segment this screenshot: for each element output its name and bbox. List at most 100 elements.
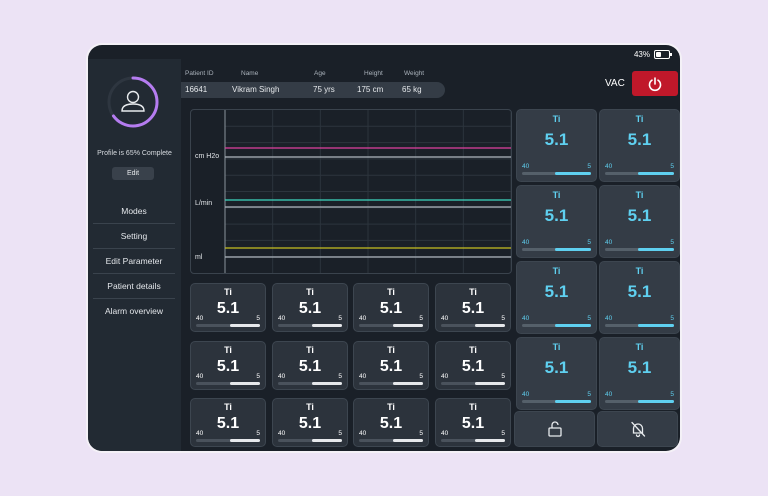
tile-max: 5	[670, 391, 674, 398]
chart-y-label: L/min	[195, 200, 212, 207]
tile-max: 5	[419, 373, 423, 380]
tile-level-fill	[474, 439, 505, 442]
tile-level-fill	[638, 324, 674, 327]
tile-max: 5	[670, 163, 674, 170]
parameter-tile-large[interactable]: Ti 5.1 40 5	[516, 337, 597, 410]
tile-level-fill	[311, 439, 342, 442]
tile-level-fill	[392, 382, 423, 385]
alarm-mute-button[interactable]	[597, 411, 678, 447]
battery-icon	[654, 49, 672, 59]
header-height: Height	[364, 70, 383, 77]
tile-value: 5.1	[627, 358, 652, 377]
tile-level-fill	[392, 324, 423, 327]
tile-min: 40	[522, 391, 530, 398]
header-name: Name	[241, 70, 259, 77]
parameter-tile-large[interactable]: Ti 5.1 40 5	[599, 109, 680, 182]
tile-min: 40	[196, 373, 204, 380]
power-icon	[648, 76, 662, 91]
tile-level-bar	[196, 439, 260, 442]
tile-max: 5	[501, 373, 505, 380]
tile-level-bar	[605, 248, 674, 251]
profile-completion-text: Profile is 65% Complete	[97, 150, 172, 157]
parameter-tile[interactable]: Ti 5.1 40 5	[353, 341, 429, 390]
patient-height-value: 175 cm	[357, 85, 384, 94]
tile-value: 5.1	[216, 358, 240, 375]
tile-value: 5.1	[544, 282, 569, 301]
tile-value: 5.1	[627, 206, 652, 225]
tile-max: 5	[338, 315, 342, 322]
profile-progress-ring	[107, 76, 159, 128]
power-button[interactable]	[632, 71, 678, 96]
vac-label: VAC	[605, 78, 625, 89]
tile-label: Ti	[387, 287, 395, 297]
parameter-tile[interactable]: Ti 5.1 40 5	[190, 398, 266, 447]
parameter-tile-large[interactable]: Ti 5.1 40 5	[516, 185, 597, 258]
tile-level-bar	[441, 439, 505, 442]
tile-value: 5.1	[379, 415, 403, 432]
sidebar-item-patient-details[interactable]: Patient details	[93, 274, 175, 299]
tile-level-fill	[474, 382, 505, 385]
parameter-tile[interactable]: Ti 5.1 40 5	[435, 283, 511, 332]
tile-value: 5.1	[627, 282, 652, 301]
sidebar-item-edit-parameter[interactable]: Edit Parameter	[93, 249, 175, 274]
sidebar: Profile is 65% Complete Edit Modes Setti…	[88, 59, 181, 451]
tile-min: 40	[359, 373, 367, 380]
tile-value: 5.1	[379, 300, 403, 317]
tile-level-bar	[441, 324, 505, 327]
tile-min: 40	[359, 430, 367, 437]
parameter-tile-large[interactable]: Ti 5.1 40 5	[516, 261, 597, 334]
tile-label: Ti	[306, 287, 314, 297]
tile-level-fill	[638, 172, 674, 175]
sidebar-item-setting[interactable]: Setting	[93, 224, 175, 249]
parameter-tile[interactable]: Ti 5.1 40 5	[353, 398, 429, 447]
tablet-frame: 43% Profile is 65% Complete Edit Modes S…	[86, 43, 682, 453]
parameter-tile[interactable]: Ti 5.1 40 5	[190, 283, 266, 332]
tile-level-bar	[196, 324, 260, 327]
tile-label: Ti	[224, 287, 232, 297]
tile-max: 5	[419, 430, 423, 437]
parameter-tile[interactable]: Ti 5.1 40 5	[272, 283, 348, 332]
tile-level-bar	[196, 382, 260, 385]
tile-min: 40	[196, 430, 204, 437]
edit-profile-button[interactable]: Edit	[112, 167, 154, 180]
tile-level-bar	[359, 382, 423, 385]
parameter-tile[interactable]: Ti 5.1 40 5	[353, 283, 429, 332]
sidebar-item-modes[interactable]: Modes	[93, 199, 175, 224]
tile-min: 40	[441, 373, 449, 380]
tile-max: 5	[338, 430, 342, 437]
parameter-tile[interactable]: Ti 5.1 40 5	[190, 341, 266, 390]
parameter-tile-large[interactable]: Ti 5.1 40 5	[599, 185, 680, 258]
lock-button[interactable]	[514, 411, 595, 447]
tile-max: 5	[419, 315, 423, 322]
parameter-tile-large[interactable]: Ti 5.1 40 5	[516, 109, 597, 182]
chart-y-label: ml	[195, 254, 203, 261]
tile-value: 5.1	[298, 300, 322, 317]
tile-level-bar	[605, 400, 674, 403]
tile-label: Ti	[469, 345, 477, 355]
tile-min: 40	[605, 163, 613, 170]
battery-percent: 43%	[633, 49, 650, 59]
parameter-tile[interactable]: Ti 5.1 40 5	[272, 341, 348, 390]
tile-level-fill	[555, 324, 591, 327]
parameter-tile[interactable]: Ti 5.1 40 5	[435, 341, 511, 390]
tile-level-bar	[522, 324, 591, 327]
patient-info-row: 16641 Vikram Singh 75 yrs 175 cm 65 kg	[181, 82, 445, 98]
tile-label: Ti	[635, 342, 644, 352]
tile-level-bar	[605, 172, 674, 175]
header-weight: Weight	[404, 70, 425, 77]
patient-age-value: 75 yrs	[313, 85, 335, 94]
sidebar-menu: Modes Setting Edit Parameter Patient det…	[93, 199, 175, 323]
tile-max: 5	[587, 391, 591, 398]
parameter-tile[interactable]: Ti 5.1 40 5	[272, 398, 348, 447]
tile-max: 5	[501, 430, 505, 437]
patient-id-value: 16641	[185, 85, 208, 94]
tile-value: 5.1	[216, 415, 240, 432]
sidebar-item-alarm-overview[interactable]: Alarm overview	[104, 306, 164, 316]
tile-min: 40	[278, 315, 286, 322]
tile-level-bar	[359, 324, 423, 327]
parameter-tile-large[interactable]: Ti 5.1 40 5	[599, 261, 680, 334]
parameter-tile-large[interactable]: Ti 5.1 40 5	[599, 337, 680, 410]
tile-level-fill	[229, 382, 260, 385]
tile-value: 5.1	[461, 300, 485, 317]
parameter-tile[interactable]: Ti 5.1 40 5	[435, 398, 511, 447]
